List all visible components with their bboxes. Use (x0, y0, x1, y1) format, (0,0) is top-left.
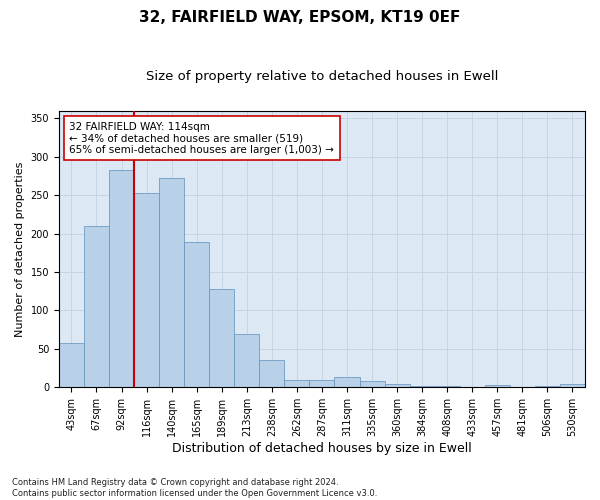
Text: 32, FAIRFIELD WAY, EPSOM, KT19 0EF: 32, FAIRFIELD WAY, EPSOM, KT19 0EF (139, 10, 461, 25)
Bar (184, 242, 209, 388)
Bar (84, 226, 109, 388)
Bar (334, 378, 359, 388)
Bar (134, 193, 159, 388)
Title: Size of property relative to detached houses in Ewell: Size of property relative to detached ho… (146, 70, 498, 83)
Text: 32 FAIRFIELD WAY: 114sqm
← 34% of detached houses are smaller (519)
65% of semi-: 32 FAIRFIELD WAY: 114sqm ← 34% of detach… (70, 122, 334, 155)
Text: Contains HM Land Registry data © Crown copyright and database right 2024.
Contai: Contains HM Land Registry data © Crown c… (12, 478, 377, 498)
Bar (535, 386, 560, 388)
Bar (109, 170, 134, 388)
X-axis label: Distribution of detached houses by size in Ewell: Distribution of detached houses by size … (172, 442, 472, 455)
Bar (59, 343, 84, 388)
Bar (434, 386, 460, 388)
Bar (410, 386, 434, 388)
Bar (359, 381, 385, 388)
Bar (234, 334, 259, 388)
Bar (284, 380, 310, 388)
Bar (159, 178, 184, 388)
Y-axis label: Number of detached properties: Number of detached properties (15, 162, 25, 336)
Bar (259, 360, 284, 388)
Bar (485, 385, 510, 388)
Bar (560, 384, 585, 388)
Bar (209, 289, 234, 388)
Bar (385, 384, 410, 388)
Bar (310, 380, 334, 388)
